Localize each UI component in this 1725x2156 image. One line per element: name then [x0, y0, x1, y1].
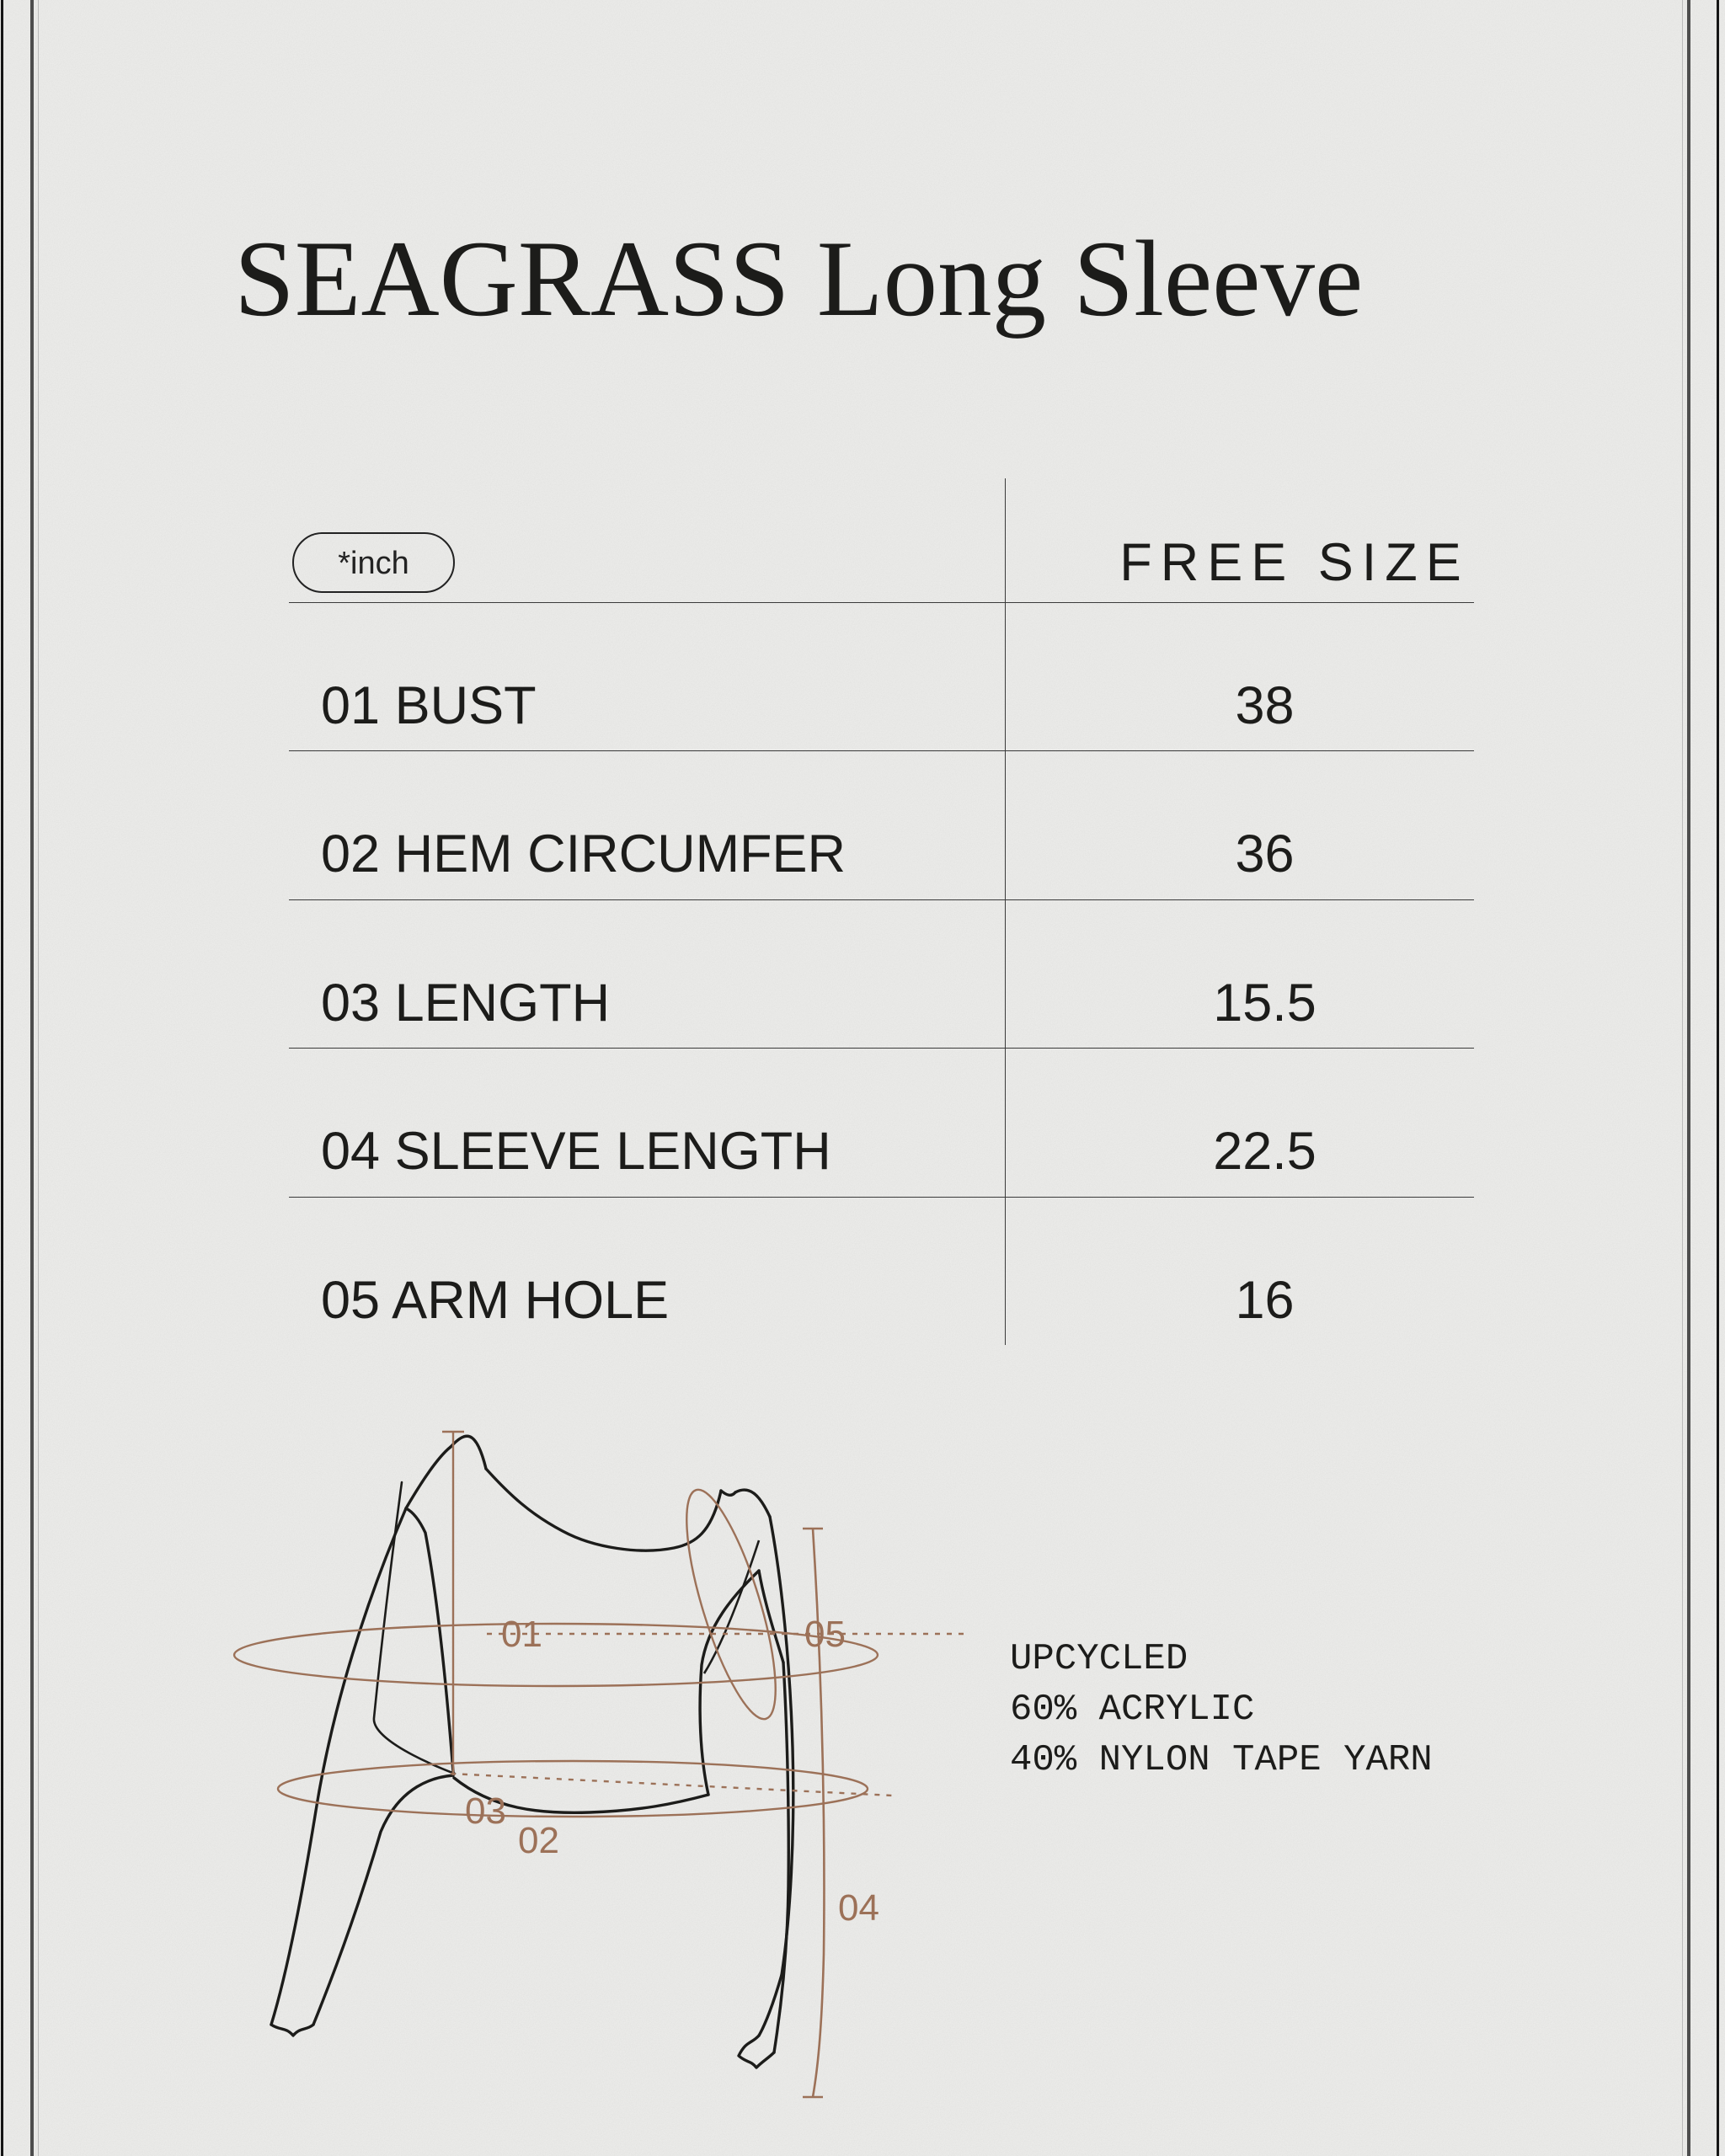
svg-text:04: 04: [838, 1887, 879, 1929]
svg-text:03: 03: [465, 1790, 506, 1832]
svg-text:01: 01: [501, 1614, 542, 1655]
svg-text:02: 02: [518, 1820, 559, 1861]
svg-text:05: 05: [804, 1614, 846, 1655]
